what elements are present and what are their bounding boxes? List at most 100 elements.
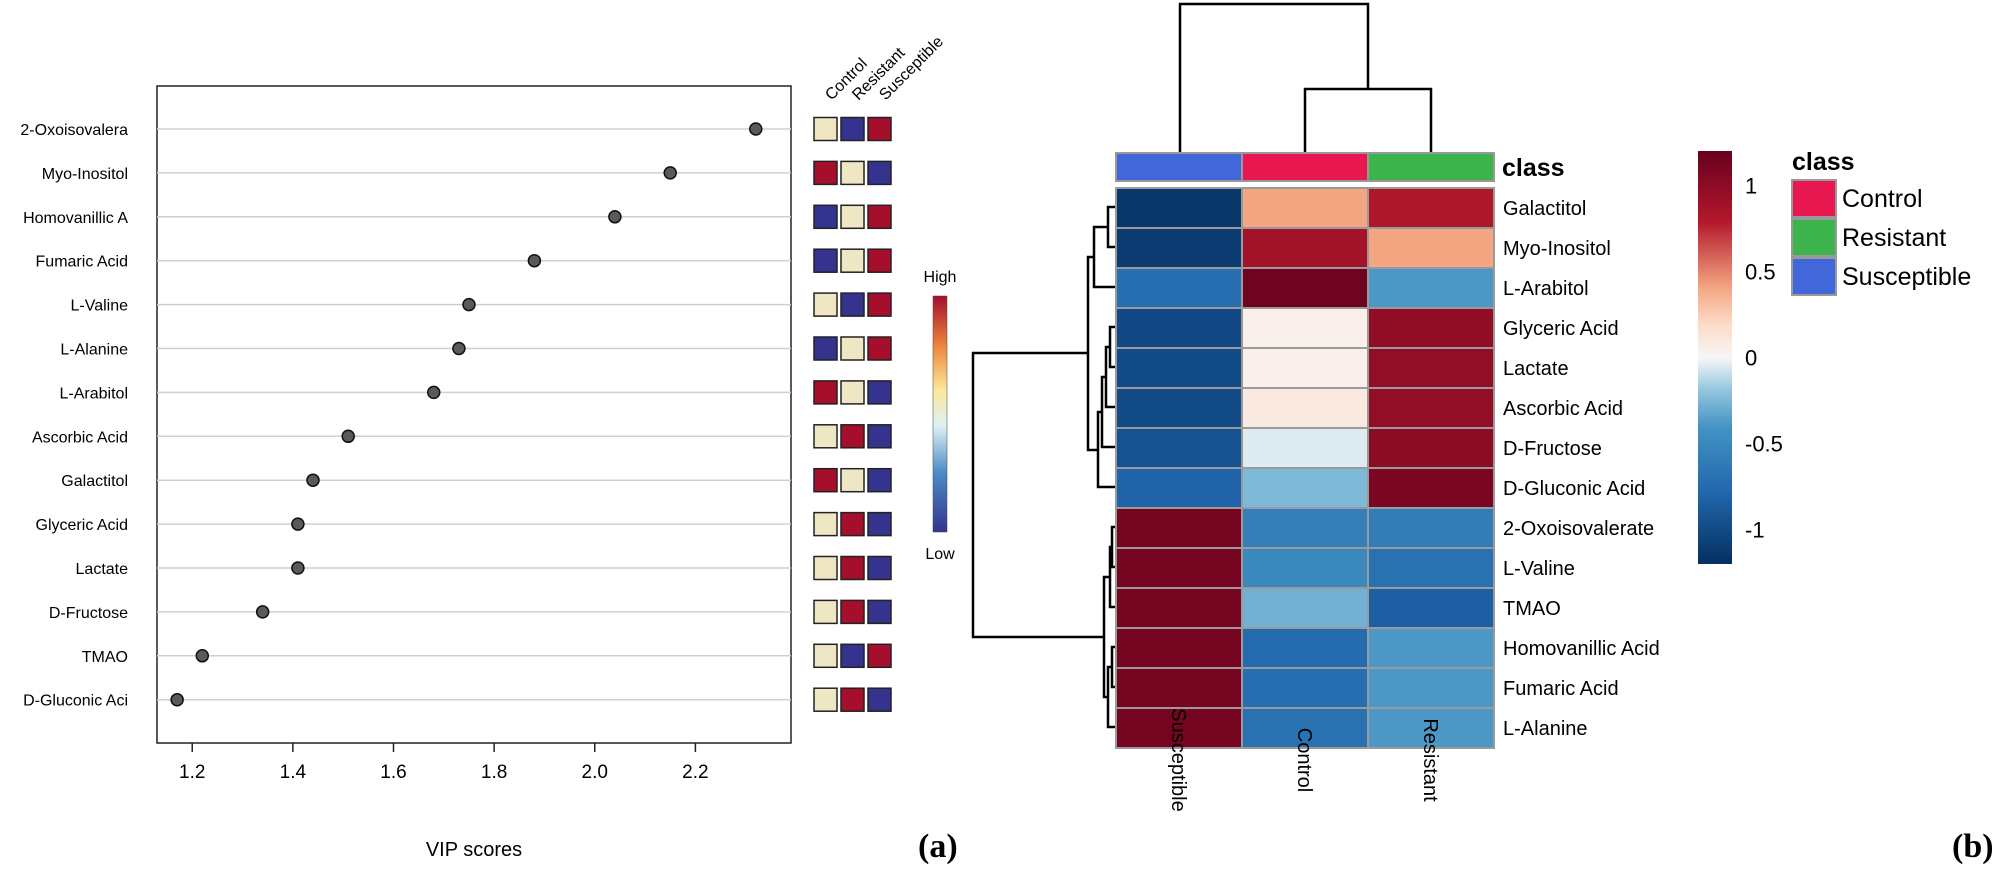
feature-label: D-Gluconic Aci bbox=[23, 693, 128, 710]
heatmap-cell bbox=[1367, 507, 1495, 549]
heatmap-cell bbox=[1367, 187, 1495, 229]
level-cell bbox=[840, 116, 865, 142]
vip-point bbox=[341, 429, 355, 444]
metabolite-label: L-Alanine bbox=[1503, 718, 1588, 740]
x-tick-label: 2.2 bbox=[682, 762, 708, 783]
heatmap-cell bbox=[1115, 387, 1243, 429]
feature-label: Homovanillic A bbox=[23, 210, 128, 227]
vip-point bbox=[291, 517, 305, 531]
level-cell bbox=[840, 687, 865, 712]
heatmap-cells bbox=[1115, 187, 1495, 749]
metabolite-labels: Galactitol Myo-Inositol L-Arabitol Glyceric… bbox=[1503, 198, 1660, 740]
row-dendrogram-branch bbox=[1096, 410, 1116, 489]
level-colorbar-gradient bbox=[932, 295, 948, 533]
level-cell bbox=[840, 555, 865, 581]
row-dendrogram-branch bbox=[1092, 225, 1116, 289]
clustered-heatmap: class Galactitol Myo-Inositol L-Arabitol Gl… bbox=[971, 2, 1994, 865]
heatmap-cell bbox=[1115, 587, 1243, 629]
level-cell bbox=[813, 292, 838, 317]
level-cell bbox=[813, 336, 838, 361]
heatmap-cell bbox=[1115, 707, 1243, 749]
metabolite-label: Myo-Inositol bbox=[1503, 238, 1611, 260]
level-high-label: High bbox=[924, 269, 957, 286]
heatmap-cell bbox=[1115, 227, 1243, 269]
level-cell bbox=[840, 424, 865, 449]
metabolite-label: D-Fructose bbox=[1503, 438, 1602, 460]
class-legend-title: class bbox=[1792, 148, 1855, 176]
colorbar-tick-label: 0.5 bbox=[1745, 259, 1776, 284]
heatmap-cell bbox=[1241, 427, 1369, 469]
vip-point bbox=[291, 561, 305, 575]
class-bar-title: class bbox=[1502, 154, 1565, 182]
class-legend-swatch bbox=[1791, 257, 1837, 296]
heatmap-cell bbox=[1241, 587, 1369, 629]
class-bar-cell bbox=[1115, 152, 1243, 182]
heatmap-cell bbox=[1367, 707, 1495, 749]
vip-point bbox=[306, 473, 320, 487]
level-cell bbox=[840, 204, 865, 230]
level-cell bbox=[840, 292, 865, 317]
vip-point bbox=[255, 605, 270, 619]
grid-lines bbox=[157, 128, 791, 701]
heatmap-cell bbox=[1115, 667, 1243, 709]
heatmap-cell bbox=[1115, 507, 1243, 549]
x-tick-label: 1.4 bbox=[280, 762, 307, 783]
heatmap-cell bbox=[1241, 187, 1369, 229]
metabolite-label: Lactate bbox=[1503, 358, 1569, 380]
metabolite-label: Fumaric Acid bbox=[1503, 678, 1619, 700]
level-cell bbox=[867, 467, 892, 493]
heatmap-cell bbox=[1241, 627, 1369, 669]
heatmap-cell bbox=[1115, 187, 1243, 229]
heatmap-cell bbox=[1241, 307, 1369, 349]
vip-point bbox=[170, 692, 184, 707]
feature-label: L-Arabitol bbox=[60, 385, 128, 402]
metabolite-label: 2-Oxoisovalerate bbox=[1503, 518, 1654, 540]
level-cell bbox=[840, 336, 865, 361]
x-axis-ticks: 1.2 1.4 1.6 1.8 2.0 2.2 bbox=[179, 743, 709, 783]
metabolite-label: Glyceric Acid bbox=[1503, 318, 1619, 340]
column-dendrogram-branch bbox=[1303, 87, 1433, 153]
level-cell bbox=[867, 336, 892, 361]
level-cell bbox=[867, 687, 892, 712]
level-cell bbox=[840, 467, 865, 493]
level-cell bbox=[813, 160, 838, 186]
heatmap-cell bbox=[1241, 267, 1369, 309]
heatmap-cell bbox=[1115, 627, 1243, 669]
x-tick-label: 1.8 bbox=[481, 762, 507, 783]
vip-point bbox=[608, 210, 622, 224]
heatmap-cell bbox=[1367, 227, 1495, 269]
level-colorbar: High Low bbox=[924, 269, 957, 563]
heatmap-cell bbox=[1115, 547, 1243, 589]
panel-a-label: (a) bbox=[918, 828, 958, 865]
group-level-heatmap bbox=[813, 116, 892, 712]
feature-label: 2-Oxoisovalera bbox=[20, 122, 128, 139]
x-tick-label: 1.6 bbox=[380, 762, 406, 783]
heatmap-cell bbox=[1241, 347, 1369, 389]
level-cell bbox=[813, 204, 838, 230]
panel-b-label: (b) bbox=[1952, 828, 1994, 865]
feature-label: Galactitol bbox=[61, 473, 128, 490]
class-legend-entries: Control Resistant Susceptible bbox=[1791, 179, 1971, 296]
heatmap-cell bbox=[1367, 627, 1495, 669]
heatmap-cell bbox=[1367, 387, 1495, 429]
metabolite-label: D-Gluconic Acid bbox=[1503, 478, 1645, 500]
heatmap-cell bbox=[1241, 387, 1369, 429]
group-labels: Susceptible Control Resistant bbox=[1167, 708, 1441, 811]
vip-point bbox=[663, 166, 677, 180]
heatmap-cell bbox=[1367, 467, 1495, 509]
level-cell bbox=[867, 555, 892, 581]
colorbar-tick-label: -0.5 bbox=[1745, 432, 1783, 457]
level-cell bbox=[813, 511, 838, 537]
x-axis-title: VIP scores bbox=[426, 839, 522, 861]
level-cell bbox=[867, 599, 892, 625]
level-cell bbox=[813, 467, 838, 493]
heatmap-cell bbox=[1367, 347, 1495, 389]
vip-points bbox=[170, 122, 763, 707]
level-cell bbox=[813, 555, 838, 581]
level-cell bbox=[867, 160, 892, 186]
level-cell bbox=[867, 643, 892, 669]
x-tick-label: 1.2 bbox=[179, 762, 205, 783]
metabolite-label: L-Arabitol bbox=[1503, 278, 1589, 300]
group-label: Resistant bbox=[1419, 718, 1441, 802]
